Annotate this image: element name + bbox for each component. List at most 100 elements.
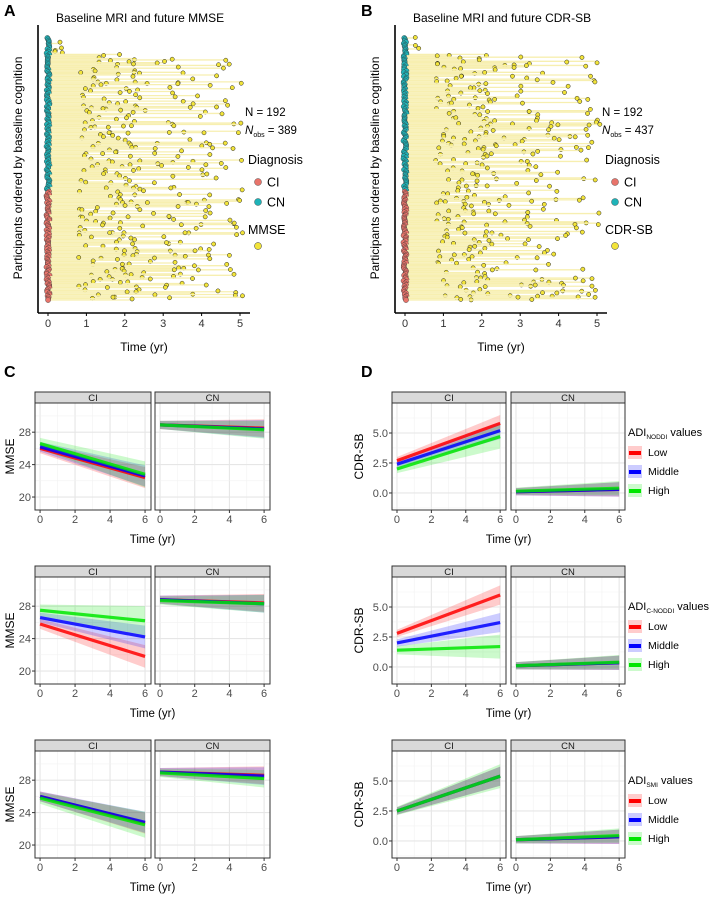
- followup-point: [152, 146, 158, 151]
- followup-point: [86, 110, 92, 115]
- legend-label-cn: CN: [624, 196, 642, 210]
- followup-point: [93, 208, 99, 214]
- ci-band-high: [396, 634, 501, 659]
- y-axis-label: MMSE: [3, 787, 17, 823]
- followup-point: [103, 185, 109, 191]
- followup-point: [458, 297, 464, 302]
- x-tick-label: 4: [226, 688, 232, 700]
- followup-point: [554, 188, 560, 194]
- followup-point: [207, 192, 213, 198]
- followup-point: [129, 123, 134, 129]
- legend-key-measure: [254, 242, 262, 250]
- facet-strip-label: CI: [444, 567, 454, 578]
- plot-background: [155, 403, 270, 510]
- followup-point: [187, 137, 193, 142]
- followup-point: [127, 178, 132, 183]
- followup-point: [223, 57, 229, 63]
- legend-title: ADINODDI values: [628, 427, 703, 441]
- facet-cn: CN 0 2 4 6: [510, 391, 626, 526]
- followup-point: [482, 245, 488, 251]
- legend-title: ADIC-NODDI values: [628, 601, 710, 615]
- followup-point: [198, 114, 203, 119]
- x-tick-label: 0: [513, 862, 519, 874]
- facet-strip-label: CI: [444, 741, 454, 752]
- legend-key-cn: [611, 198, 619, 206]
- y-axis-label: MMSE: [3, 613, 17, 649]
- x-tick-label: 4: [107, 862, 113, 874]
- followup-point: [141, 188, 146, 194]
- facet-cn: CN 0 2 4 6: [510, 739, 626, 874]
- y-tick-label: 24: [19, 808, 31, 820]
- y-tick-label: 24: [19, 634, 31, 646]
- x-tick-label: 0: [394, 514, 400, 526]
- x-tick-label: 2: [72, 688, 78, 700]
- followup-point: [105, 124, 111, 130]
- followup-point: [162, 59, 167, 64]
- followup-point: [124, 115, 129, 121]
- followup-point: [470, 171, 475, 177]
- followup-point: [152, 150, 158, 156]
- followup-point: [589, 283, 595, 289]
- followup-point: [180, 98, 186, 104]
- x-tick-label: 2: [72, 862, 78, 874]
- y-tick-label: 0.0: [373, 662, 388, 674]
- followup-point: [207, 82, 213, 88]
- followup-point: [83, 179, 89, 185]
- followup-point: [136, 166, 142, 172]
- trend-line-high: [396, 435, 501, 471]
- followup-point: [480, 104, 486, 110]
- facet-cn: CN 0 2 4 6: [154, 565, 271, 700]
- followup-point: [564, 59, 570, 65]
- followup-point: [524, 75, 530, 81]
- panel-label-a: A: [4, 3, 16, 20]
- y-tick-label: 20: [19, 666, 31, 678]
- followup-point: [577, 99, 583, 104]
- followup-point: [171, 123, 177, 129]
- x-tick-label: 0: [157, 514, 163, 526]
- x-tick-label: 0: [157, 688, 163, 700]
- x-tick-label: 2: [428, 862, 434, 874]
- followup-point: [237, 198, 242, 203]
- plot-background: [35, 403, 151, 510]
- baseline-point: [403, 297, 409, 303]
- followup-point: [535, 148, 541, 154]
- followup-point: [78, 70, 84, 75]
- followup-point: [522, 241, 528, 247]
- followup-point: [442, 199, 448, 204]
- followup-point: [216, 62, 221, 68]
- followup-point: [107, 215, 113, 221]
- followup-point: [104, 269, 110, 274]
- x-tick-label: 6: [497, 514, 503, 526]
- x-tick-label: 4: [556, 318, 562, 330]
- trend-line-middle: [39, 615, 146, 639]
- legend-key-high: [629, 663, 641, 667]
- plot-background: [155, 751, 270, 858]
- followup-point: [446, 177, 451, 182]
- y-tick-label: 24: [19, 460, 31, 472]
- x-tick-label: 6: [142, 688, 148, 700]
- followup-point: [214, 73, 219, 79]
- followup-point: [222, 140, 228, 146]
- plot-border: [34, 750, 152, 859]
- followup-point: [533, 178, 539, 183]
- trend-line-high: [159, 771, 265, 781]
- followup-point: [529, 297, 535, 302]
- followup-point: [204, 171, 210, 177]
- x-axis-label: Time (yr): [130, 708, 176, 720]
- x-tick-label: 6: [261, 514, 267, 526]
- followup-point: [483, 81, 489, 86]
- followup-point: [185, 165, 191, 170]
- followup-point: [151, 211, 156, 216]
- x-tick-label: 4: [582, 862, 588, 874]
- y-axis-label: Participants ordered by baseline cogniti…: [368, 57, 382, 280]
- followup-point: [207, 256, 213, 262]
- followup-point: [493, 143, 499, 149]
- followup-point: [458, 66, 463, 71]
- followup-point: [199, 167, 205, 173]
- followup-point: [170, 173, 176, 179]
- followup-point: [585, 97, 591, 102]
- plot-border: [510, 750, 626, 859]
- y-tick-label: 5.0: [373, 602, 388, 614]
